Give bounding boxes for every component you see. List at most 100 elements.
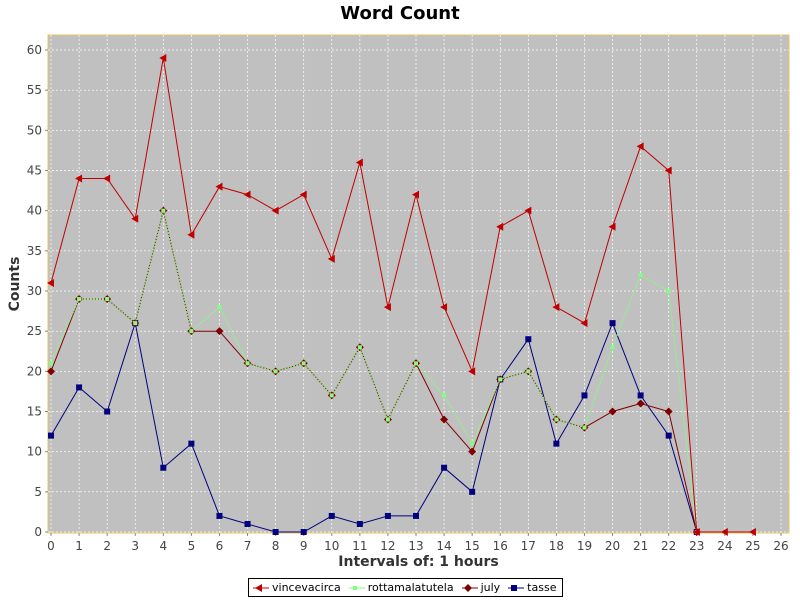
- legend-marker-july: [463, 583, 472, 592]
- plot-area: [47, 34, 790, 534]
- x-tick-label: 15: [465, 539, 480, 553]
- data-point-tasse: [637, 392, 644, 399]
- legend-swatch-rottamalatutela: [348, 585, 365, 590]
- data-point-rottamalatutela: [470, 441, 475, 446]
- data-point-rottamalatutela: [133, 321, 138, 326]
- y-tick-label: 35: [27, 244, 42, 258]
- data-point-tasse: [300, 529, 307, 535]
- data-point-vincevacirca: [748, 528, 756, 536]
- x-tick-label: 12: [380, 539, 395, 553]
- data-point-vincevacirca: [75, 174, 83, 183]
- x-tick-label: 22: [661, 539, 676, 553]
- data-point-tasse: [272, 529, 279, 535]
- x-tick-label: 0: [47, 539, 55, 553]
- legend-label: vincevacirca: [272, 581, 341, 594]
- data-point-tasse: [469, 488, 476, 495]
- x-tick-label: 6: [216, 539, 224, 553]
- legend-marker-tasse: [511, 584, 518, 591]
- legend-swatch-tasse: [508, 584, 525, 591]
- data-point-rottamalatutela: [385, 417, 390, 422]
- data-point-tasse: [525, 336, 532, 343]
- data-point-tasse: [328, 512, 335, 519]
- data-point-rottamalatutela: [189, 329, 194, 334]
- y-tick-label: 60: [27, 43, 42, 57]
- x-tick-label: 4: [159, 539, 167, 553]
- y-tick-label: 55: [27, 83, 42, 97]
- data-point-vincevacirca: [496, 222, 504, 231]
- series-line-vincevacirca: [50, 57, 753, 533]
- data-point-vincevacirca: [608, 222, 616, 231]
- data-point-tasse: [104, 408, 111, 415]
- y-tick-label: 5: [34, 485, 42, 499]
- x-tick-label: 13: [408, 539, 423, 553]
- data-point-rottamalatutela: [582, 425, 587, 430]
- y-tick-label: 30: [27, 284, 42, 298]
- legend-item-rottamalatutela: rottamalatutela: [348, 581, 454, 594]
- data-point-vincevacirca: [299, 190, 307, 199]
- x-tick-label: 25: [745, 539, 760, 553]
- data-point-rottamalatutela: [105, 297, 110, 302]
- y-tick-label: 40: [27, 204, 42, 218]
- legend-marker-rottamalatutela: [352, 585, 357, 590]
- data-point-vincevacirca: [327, 254, 335, 263]
- x-tick-label: 17: [521, 539, 536, 553]
- data-point-vincevacirca: [552, 303, 560, 312]
- data-point-rottamalatutela: [77, 297, 82, 302]
- x-tick-label: 26: [773, 539, 788, 553]
- data-point-rottamalatutela: [273, 369, 278, 374]
- data-point-rottamalatutela: [442, 393, 447, 398]
- series-line-tasse: [50, 321, 698, 533]
- data-point-vincevacirca: [131, 214, 139, 223]
- data-point-rottamalatutela: [329, 393, 334, 398]
- data-point-rottamalatutela: [666, 289, 671, 293]
- data-point-july: [636, 399, 645, 408]
- data-point-rottamalatutela: [554, 417, 559, 422]
- data-point-rottamalatutela: [301, 361, 306, 366]
- legend-label: july: [480, 581, 501, 594]
- legend-label: rottamalatutela: [367, 581, 454, 594]
- data-point-vincevacirca: [187, 230, 195, 239]
- x-axis-title: Intervals of: 1 hours: [338, 554, 498, 570]
- x-tick-label: 8: [272, 539, 280, 553]
- x-tick-label: 7: [244, 539, 252, 553]
- data-point-july: [47, 367, 55, 376]
- x-tick-label: 14: [436, 539, 451, 553]
- y-tick-label: 20: [27, 364, 42, 378]
- data-point-tasse: [160, 464, 167, 471]
- y-tick-label: 45: [27, 164, 42, 178]
- legend-marker-vincevacirca: [255, 583, 262, 592]
- y-tick-label: 0: [34, 525, 42, 539]
- x-tick-label: 18: [549, 539, 564, 553]
- chart-legend: vincevacirca rottamalatutela july tasse: [248, 578, 564, 597]
- legend-item-vincevacirca: vincevacirca: [253, 581, 341, 594]
- data-point-vincevacirca: [103, 174, 111, 183]
- legend-label: tasse: [527, 581, 557, 594]
- data-point-vincevacirca: [159, 54, 167, 63]
- data-point-july: [608, 407, 617, 416]
- data-point-rottamalatutela: [498, 377, 503, 382]
- x-tick-label: 19: [577, 539, 592, 553]
- data-point-tasse: [48, 432, 54, 439]
- data-point-july: [468, 447, 477, 456]
- x-tick-label: 9: [300, 539, 308, 553]
- data-point-vincevacirca: [412, 190, 419, 199]
- data-point-vincevacirca: [355, 158, 363, 167]
- x-tick-label: 5: [188, 539, 196, 553]
- data-point-vincevacirca: [524, 206, 532, 215]
- data-point-tasse: [216, 512, 223, 519]
- data-point-vincevacirca: [636, 142, 644, 151]
- series-vincevacirca: [47, 54, 756, 536]
- data-point-vincevacirca: [215, 182, 223, 191]
- data-point-rottamalatutela: [414, 361, 418, 366]
- data-point-vincevacirca: [47, 278, 54, 287]
- x-tick-label: 20: [605, 539, 620, 553]
- x-tick-label: 2: [103, 539, 111, 553]
- data-point-tasse: [384, 512, 391, 519]
- data-point-july: [215, 327, 224, 336]
- chart-title: Word Count: [340, 3, 460, 24]
- data-point-tasse: [581, 392, 588, 399]
- data-point-rottamalatutela: [217, 305, 222, 310]
- x-tick-label: 16: [493, 539, 508, 553]
